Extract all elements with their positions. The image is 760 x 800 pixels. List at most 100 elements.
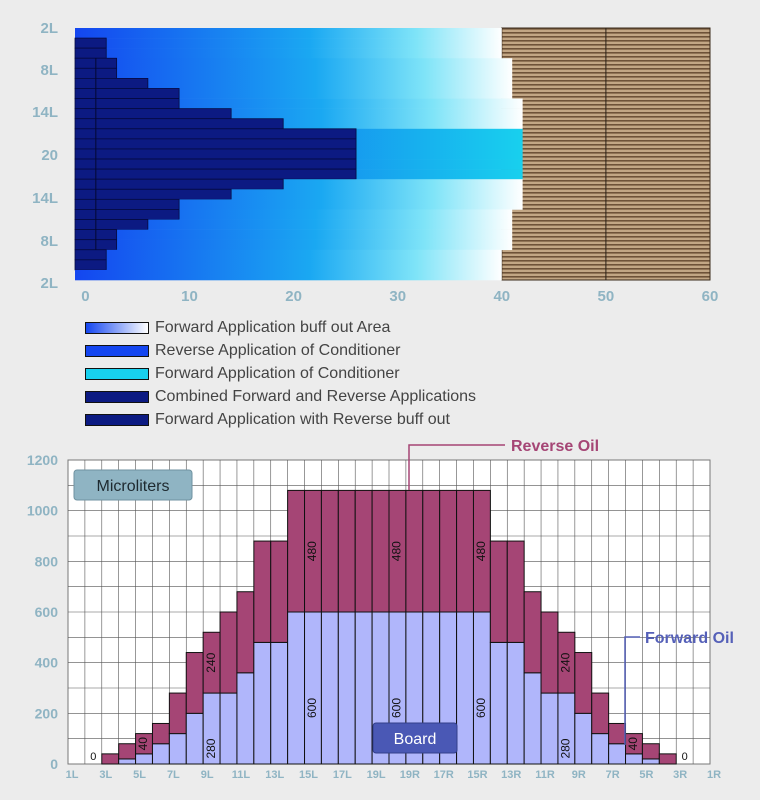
bar-value-label: 480: [305, 541, 319, 561]
navy-bar: [74, 37, 107, 49]
forward-bar: [151, 743, 170, 765]
bar-value-label: 600: [305, 698, 319, 718]
reverse-bar: [371, 489, 390, 613]
x-tick-label: 7L: [167, 769, 180, 781]
y-tick-label: 20: [41, 147, 58, 164]
navy-bar: [74, 219, 149, 231]
forward-bar: [270, 641, 289, 765]
bar-value-label: 40: [136, 737, 150, 751]
y-tick-label: 8L: [40, 62, 58, 79]
navy-bar: [74, 259, 107, 271]
buff-row: [75, 209, 513, 220]
buff-row: [75, 78, 513, 89]
bar-value-label: 480: [474, 541, 488, 561]
navy-bar: [74, 198, 180, 210]
forward-oil-leader: [624, 636, 640, 745]
forward-bar: [523, 672, 542, 765]
x-tick-label: 19L: [367, 769, 386, 781]
forward-bar: [185, 712, 204, 765]
buff-row: [75, 259, 502, 271]
navy-bar: [74, 88, 180, 99]
bar-value-label: 280: [559, 738, 573, 758]
navy-bar: [74, 188, 232, 200]
forward-bar: [439, 611, 458, 765]
reverse-bar: [540, 611, 559, 694]
bar-value-label: 600: [474, 698, 488, 718]
legend-label: Forward Application buff out Area: [155, 318, 391, 336]
legend-item-forward-reverse-buff: Forward Application with Reverse buff ou…: [85, 408, 476, 431]
forward-bar: [287, 611, 306, 765]
reverse-bar: [253, 540, 272, 643]
reverse-bar: [523, 591, 542, 674]
legend-label: Reverse Application of Conditioner: [155, 341, 401, 359]
buff-row: [75, 219, 513, 230]
x-tick-label: 17L: [333, 769, 352, 781]
reverse-bar: [354, 489, 373, 613]
x-tick-label: 50: [598, 288, 615, 305]
buff-row: [75, 28, 502, 39]
buff-row: [75, 98, 523, 109]
y-tick-label: 200: [35, 705, 59, 721]
reverse-bar: [422, 489, 441, 613]
buff-row: [75, 199, 523, 210]
y-tick-label: 0: [50, 756, 58, 772]
navy-bar: [74, 148, 357, 160]
forward-bar: [304, 611, 322, 765]
navy-bar: [74, 178, 284, 190]
legend-label: Forward Application with Reverse buff ou…: [155, 410, 450, 428]
zero-label: 0: [90, 751, 96, 763]
forward-bar: [388, 611, 407, 765]
legend-swatch-navy-2: [85, 413, 149, 426]
board-box: [372, 722, 458, 754]
forward-bar: [202, 692, 221, 765]
reverse-bar: [388, 489, 407, 613]
forward-oil-annotation: Forward Oil: [645, 630, 734, 647]
units-label: Microliters: [97, 478, 170, 495]
y-tick-label: 1200: [27, 452, 58, 468]
y-tick-label: 600: [35, 604, 59, 620]
legend-item-forward-application: Forward Application of Conditioner: [85, 362, 476, 385]
reverse-bar: [202, 631, 221, 694]
x-tick-label: 40: [493, 288, 510, 305]
x-tick-label: 13R: [501, 769, 521, 781]
reverse-bar: [101, 753, 120, 765]
legend-label: Combined Forward and Reverse Application…: [155, 387, 477, 405]
forward-bar: [489, 641, 508, 765]
x-tick-label: 9L: [201, 769, 214, 781]
forward-bar: [574, 712, 593, 765]
x-tick-label: 13L: [265, 769, 284, 781]
forward-bar: [337, 611, 356, 765]
bar-value-label: 280: [204, 738, 218, 758]
plot-area: [67, 459, 711, 765]
reverse-bar: [270, 540, 289, 643]
forward-bar: [641, 758, 660, 765]
reverse-bar: [337, 489, 356, 613]
navy-bar: [74, 108, 232, 120]
x-tick-label: 9R: [572, 769, 586, 781]
x-tick-label: 0: [81, 288, 89, 305]
reverse-bar: [608, 722, 627, 745]
navy-bar: [74, 98, 180, 110]
zero-label: 0: [682, 751, 688, 763]
reverse-bar: [489, 540, 508, 643]
x-tick-label: 3R: [673, 769, 687, 781]
bar-value-label: 600: [390, 698, 404, 718]
x-tick-label: 11L: [232, 769, 251, 781]
forward-bar: [219, 692, 238, 765]
forward-bar: [253, 641, 272, 765]
reverse-bar: [641, 743, 660, 760]
forward-bar: [540, 692, 559, 765]
reverse-bar: [456, 489, 474, 613]
navy-bar: [74, 118, 284, 130]
bar-value-label: 40: [626, 737, 640, 751]
reverse-bar: [439, 489, 458, 613]
reverse-bar: [287, 489, 306, 613]
buff-row: [75, 239, 513, 251]
legend-swatch-gradient: [85, 321, 149, 334]
forward-bar: [371, 611, 390, 765]
buff-row: [75, 58, 513, 69]
bar-value-label: 480: [390, 541, 404, 561]
bar-value-label: 240: [204, 652, 218, 672]
y-tick-label: 400: [35, 655, 59, 671]
